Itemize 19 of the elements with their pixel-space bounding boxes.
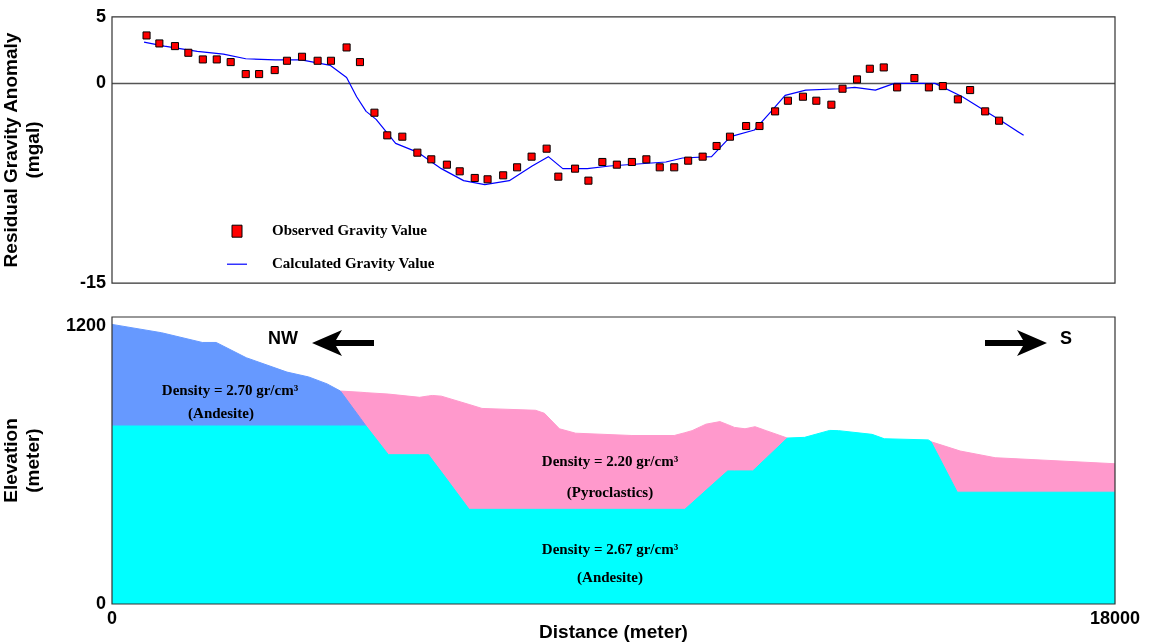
x-tick-label: 18000: [1089, 607, 1141, 628]
y-tick-label: 5: [95, 5, 106, 26]
annotation: Density = 2.70 gr/cm³: [161, 381, 299, 399]
annotation: Density = 2.20 gr/cm³: [541, 452, 679, 470]
annotation: (Andesite): [577, 568, 643, 586]
y-tick-label: 0: [95, 72, 106, 93]
annotation: Density = 2.67 gr/cm³: [541, 540, 679, 558]
x-axis-title: Distance (meter): [539, 620, 688, 642]
annotation: (Pyroclastics): [566, 483, 654, 501]
y-axis-title: Elevation (meter): [0, 418, 44, 503]
y-tick-label: -15: [79, 272, 106, 293]
legend-label: Calculated Gravity Value: [272, 255, 435, 272]
annotation: NW: [268, 328, 298, 349]
y-tick-label: 0: [95, 592, 106, 613]
legend-label: Observed Gravity Value: [272, 222, 428, 239]
annotation: (Andesite): [188, 404, 254, 422]
y-tick-label: 1200: [65, 315, 106, 336]
y-axis-title: Residual Gravity Anomaly (mgal): [0, 32, 44, 268]
annotation: S: [1060, 328, 1073, 349]
